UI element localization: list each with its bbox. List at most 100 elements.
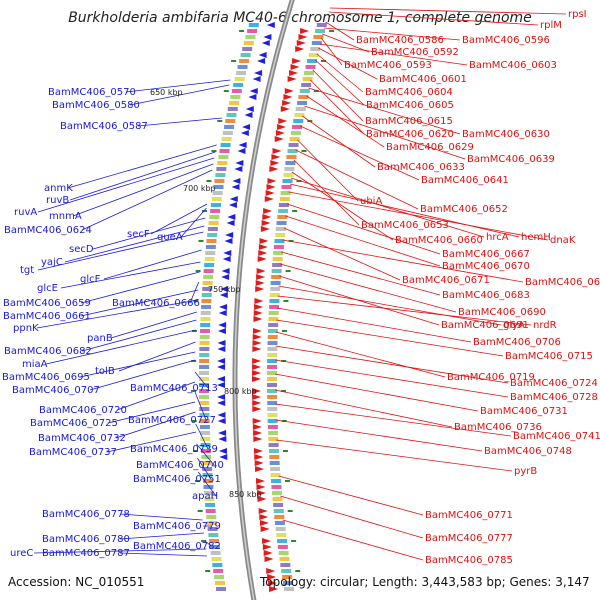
cog-color-block	[208, 221, 219, 225]
cog-color-block	[210, 551, 221, 555]
accession-text: Accession: NC_010551	[8, 575, 145, 589]
forward-gene-arrow	[226, 220, 235, 226]
right-gene-label: BamMC406_0681	[525, 277, 600, 288]
cog-color-block	[213, 185, 224, 189]
cog-color-block	[230, 95, 241, 99]
reverse-gene-arrow	[259, 238, 269, 244]
right-gene-label: BamMC406_0785	[425, 555, 513, 566]
left-leader-line	[81, 169, 213, 231]
right-leader-line	[304, 105, 466, 160]
forward-gene-arrow	[217, 382, 226, 388]
left-leader-line	[204, 540, 212, 547]
kbp-label: 850 kbp	[229, 490, 262, 499]
cog-color-block	[270, 287, 281, 291]
right-leader-line	[278, 285, 502, 326]
reverse-gene-arrow	[252, 388, 262, 394]
kbp-label: 750 kbp	[208, 285, 241, 294]
left-gene-label: BamMC406_0780	[42, 534, 130, 545]
right-gene-label: BamMC406_0604	[365, 87, 453, 98]
reverse-gene-arrow	[287, 76, 297, 82]
left-leader-line	[119, 552, 208, 557]
forward-gene-arrow	[221, 274, 230, 280]
right-gene-label: BamMC406_0724	[510, 378, 598, 389]
forward-gene-arrow	[227, 214, 236, 220]
cog-color-block	[313, 35, 324, 39]
scale-tick	[292, 210, 298, 212]
left-leader-line	[45, 329, 197, 365]
cog-color-block	[199, 377, 210, 381]
right-gene-label: hemH	[521, 232, 551, 243]
right-gene-label: BamMC406_0777	[425, 533, 513, 544]
cog-color-block	[207, 527, 218, 531]
forward-gene-arrow	[217, 358, 226, 364]
cog-color-block	[203, 269, 214, 273]
left-leader-line	[106, 431, 197, 453]
scale-tick	[197, 510, 203, 512]
cog-color-block	[287, 149, 298, 153]
right-gene-label: BamMC406_0690	[458, 307, 546, 318]
left-gene-label: BamMC406_0778	[42, 509, 130, 520]
cog-color-block	[213, 569, 224, 573]
reverse-gene-arrow	[271, 154, 281, 160]
scale-tick	[201, 540, 207, 542]
cog-color-block	[199, 389, 210, 393]
forward-gene-arrow	[244, 112, 253, 118]
cog-color-block	[302, 77, 313, 81]
left-leader-line	[89, 359, 196, 391]
reverse-gene-arrow	[284, 88, 294, 94]
right-gene-label: rplM	[540, 20, 562, 31]
reverse-gene-arrow	[252, 418, 262, 424]
cog-color-block	[277, 545, 288, 549]
forward-gene-arrow	[248, 94, 257, 100]
cog-color-block	[216, 167, 227, 171]
scale-tick	[191, 420, 197, 422]
scale-tick	[285, 270, 291, 272]
cog-color-block	[229, 101, 240, 105]
cog-color-block	[205, 251, 216, 255]
left-leader-line	[64, 225, 205, 263]
cog-color-block	[292, 125, 303, 129]
right-leader-line	[302, 115, 376, 168]
left-gene-label: glcF	[80, 274, 101, 285]
cog-color-block	[273, 509, 284, 513]
cog-color-block	[199, 347, 210, 351]
cog-color-block	[289, 137, 300, 141]
left-gene-label: BamMC406_0739	[130, 444, 218, 455]
right-leader-line	[290, 177, 485, 238]
scale-tick	[198, 240, 204, 242]
reverse-gene-arrow	[265, 190, 275, 196]
reverse-gene-arrow	[256, 490, 266, 496]
reverse-gene-arrow	[260, 226, 270, 232]
cog-color-block	[267, 353, 278, 357]
reverse-gene-arrow	[257, 256, 267, 262]
left-leader-line	[67, 144, 217, 189]
cog-color-block	[267, 341, 278, 345]
right-gene-label: BamMC406_0728	[510, 392, 598, 403]
cog-color-block	[269, 305, 280, 309]
right-leader-line	[281, 251, 441, 296]
reverse-gene-arrow	[290, 64, 300, 70]
scale-tick	[291, 540, 297, 542]
cog-color-block	[247, 29, 258, 33]
right-leader-line	[297, 139, 359, 202]
map-title: Burkholderia ambifaria MC40-6 chromosome…	[68, 10, 532, 26]
left-gene-label: BamMC406_0707	[12, 385, 100, 396]
forward-gene-arrow	[219, 304, 228, 310]
cog-color-block	[288, 143, 299, 147]
cog-color-block	[297, 101, 308, 105]
reverse-gene-arrow	[272, 148, 282, 154]
cog-color-block	[240, 53, 251, 57]
scale-tick	[301, 150, 307, 152]
left-gene-label: BamMC406_0570	[48, 87, 136, 98]
reverse-gene-arrow	[283, 94, 293, 100]
right-leader-line	[275, 331, 446, 378]
cog-color-block	[272, 263, 283, 267]
left-leader-line	[36, 299, 198, 329]
scale-tick	[202, 210, 208, 212]
scale-tick	[281, 330, 287, 332]
kbp-label: 650 kbp	[150, 88, 183, 97]
left-gene-label: BamMC406_0661	[3, 311, 91, 322]
forward-gene-arrow	[252, 76, 261, 82]
kbp-label: 800 kbp	[224, 387, 257, 396]
left-gene-label: BamMC406_0782	[133, 541, 221, 552]
